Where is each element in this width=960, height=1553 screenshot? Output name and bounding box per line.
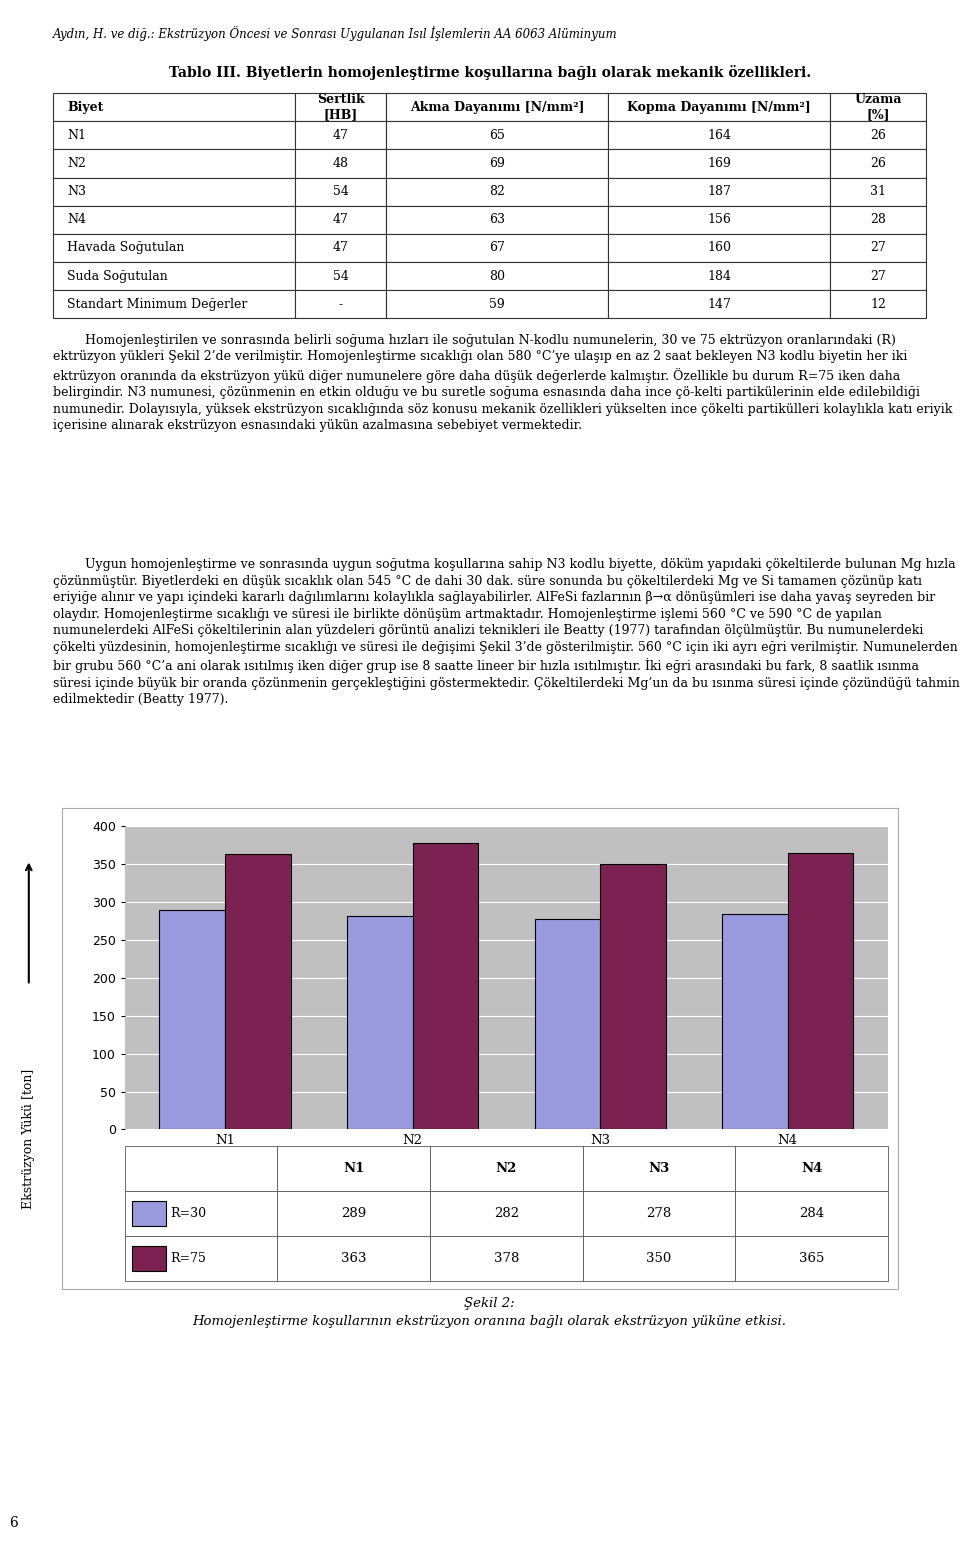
Bar — [787, 853, 853, 1129]
FancyBboxPatch shape — [132, 1202, 166, 1227]
Text: Tablo III. Biyetlerin homojenleştirme koşullarına bağlı olarak mekanik özellikle: Tablo III. Biyetlerin homojenleştirme ko… — [169, 65, 810, 81]
Text: Aydın, H. ve diğ.: Ekstrüzyon Öncesi ve Sonrası Uygulanan Isıl İşlemlerin AA 606: Aydın, H. ve diğ.: Ekstrüzyon Öncesi ve … — [53, 26, 617, 40]
Bar — [722, 915, 787, 1129]
Text: Uygun homojenlеştirme ve sonrasında uygun soğutma koşullarına sahip N3 kodlu biy: Uygun homojenlеştirme ve sonrasında uygu… — [53, 559, 960, 707]
Text: 6: 6 — [10, 1516, 18, 1531]
Bar — [535, 919, 600, 1129]
Text: R=75: R=75 — [170, 1252, 205, 1266]
Bar — [159, 910, 226, 1129]
FancyBboxPatch shape — [132, 1247, 166, 1270]
Bar — [226, 854, 291, 1129]
Text: R=30: R=30 — [170, 1207, 206, 1221]
Text: Homojenlеştirilen ve sonrasında belirli soğuma hızları ile soğutulan N-kodlu num: Homojenlеştirilen ve sonrasında belirli … — [53, 334, 952, 432]
Bar — [413, 843, 478, 1129]
Text: Şekil 2:
Homojenlеştirme koşullarının ekstrüzyon oranına bağlı olarak ekstrüzyon: Şekil 2: Homojenlеştirme koşullarının ek… — [193, 1297, 786, 1328]
Text: Ekstrüzyon Yükü [ton]: Ekstrüzyon Yükü [ton] — [22, 1070, 36, 1210]
Bar — [347, 916, 413, 1129]
Bar — [600, 863, 666, 1129]
